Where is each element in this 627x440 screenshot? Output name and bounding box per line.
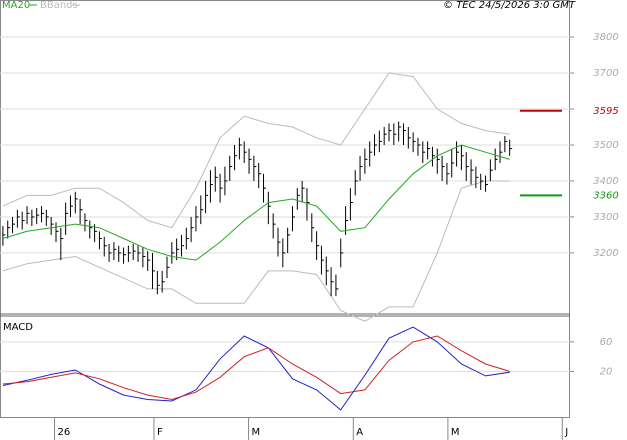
y-tick-label: 3500 (593, 140, 618, 151)
legend-entry: BBands (40, 0, 78, 11)
x-tick-label: M (252, 427, 261, 438)
frame (0, 0, 570, 418)
y-tick-label: 3800 (593, 32, 618, 43)
bollinger-band (2, 180, 510, 322)
y-tick-label: 60 (600, 337, 613, 348)
panel-title: MACD (3, 322, 33, 333)
y-tick-label: 3300 (593, 212, 618, 223)
level-label: 3360 (593, 190, 618, 201)
x-tick-label: M (451, 427, 460, 438)
x-tick-label: J (564, 427, 568, 438)
credit: © TEC 24/5/2026 3:0 GMT (443, 0, 576, 11)
x-tick-label: F (157, 427, 163, 438)
line (2, 335, 510, 401)
line (2, 326, 510, 411)
x-tick-label: A (356, 427, 363, 438)
level-label: 3595 (593, 106, 618, 117)
y-tick-label: 3200 (593, 248, 618, 259)
moving-average (2, 144, 510, 261)
x-tick-label: 26 (58, 427, 71, 438)
legend-entry: MA20 (2, 0, 30, 11)
level-label-bg (578, 189, 618, 202)
y-tick-label: 20 (600, 366, 613, 377)
y-tick-label: 3400 (593, 176, 618, 187)
level-label-bg (578, 104, 618, 117)
bollinger-band (2, 72, 510, 229)
y-tick-label: 3700 (593, 68, 618, 79)
